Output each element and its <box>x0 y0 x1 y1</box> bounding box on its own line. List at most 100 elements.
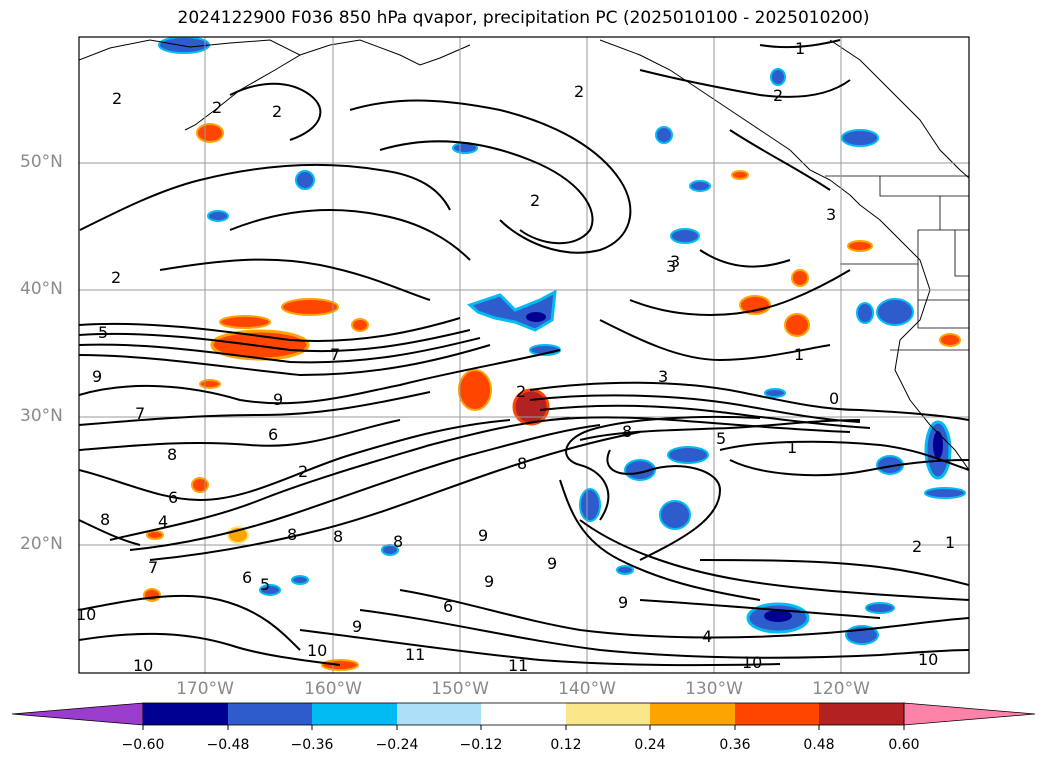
contour-label: 8 <box>517 454 527 473</box>
contour-label: 4 <box>158 512 168 531</box>
contour-label: 9 <box>618 593 628 612</box>
colorbar-tick-label: −0.24 <box>375 737 419 753</box>
colorbar-segment <box>819 703 904 725</box>
contour-label: 2 <box>111 268 121 287</box>
precip-blob <box>841 129 879 147</box>
plot-title: 2024122900 F036 850 hPa qvapor, precipit… <box>177 8 870 28</box>
lon-label-170w: 170°W <box>176 679 234 699</box>
contour-label: 2 <box>574 82 584 101</box>
colorbar-tick-label: 0.48 <box>803 737 835 753</box>
contour-label: 3 <box>658 367 668 386</box>
contour-label: 10 <box>76 605 96 624</box>
colorbar-tick-label: −0.12 <box>459 737 503 753</box>
precip-blob <box>670 228 700 244</box>
contour-label: 8 <box>333 527 343 546</box>
precip-blob <box>146 530 164 540</box>
colorbar-segment <box>566 703 650 725</box>
contour-label: 8 <box>287 525 297 544</box>
contour-label: 6 <box>443 597 453 616</box>
precip-blob <box>770 68 786 86</box>
contour-label: 2 <box>530 191 540 210</box>
precip-blob <box>933 431 943 459</box>
contour-label: 6 <box>168 488 178 507</box>
contour-label: 8 <box>100 510 110 529</box>
colorbar-extend-min <box>11 702 144 726</box>
precip-blob <box>458 369 492 411</box>
contour-label: 2 <box>272 102 282 121</box>
precip-blob <box>158 37 210 54</box>
contour-label: 6 <box>268 425 278 444</box>
contour-label: 2 <box>516 382 526 401</box>
lon-label-160w: 160°W <box>304 679 362 699</box>
contour-label: 8 <box>393 532 403 551</box>
contour-label: 8 <box>622 422 632 441</box>
lon-label-140w: 140°W <box>558 679 616 699</box>
contour-label: 10 <box>307 641 327 660</box>
colorbar-tick-label: −0.60 <box>121 737 165 753</box>
colorbar-tick-label: 0.36 <box>719 737 751 753</box>
precip-blob <box>526 312 546 322</box>
contour-label-group: 2 2 2 1 2 2 2 3 5 7 9 9 7 6 8 6 4 2 2 3 … <box>76 39 955 675</box>
contour-label: 0 <box>829 389 839 408</box>
colorbar-tick-label: −0.48 <box>206 737 250 753</box>
precip-blob <box>199 379 221 389</box>
lon-label-150w: 150°W <box>431 679 489 699</box>
contour-label: 7 <box>148 558 158 577</box>
precip-blob <box>351 318 369 332</box>
precip-blob <box>856 302 874 324</box>
precip-blob <box>865 602 895 614</box>
contour-label: 3 <box>666 257 676 276</box>
contour-label: 9 <box>547 554 557 573</box>
colorbar-segment <box>143 703 228 725</box>
contour-label: 1 <box>787 438 797 457</box>
colorbar-tick-label: 0.12 <box>550 737 582 753</box>
lat-label-40n: 40°N <box>20 279 63 299</box>
state-borders <box>825 175 969 351</box>
plot-frame <box>78 36 970 674</box>
coastlines <box>79 39 969 471</box>
precip-blob <box>219 315 271 329</box>
contour-label: 9 <box>484 572 494 591</box>
colorbar-segment <box>650 703 735 725</box>
precip-blob <box>259 584 281 596</box>
precip-shading <box>143 37 966 671</box>
lon-label-130w: 130°W <box>685 679 743 699</box>
contour-label: 2 <box>212 98 222 117</box>
precip-blob <box>291 575 309 585</box>
qvapor-contours <box>79 39 969 667</box>
colorbar-segment <box>397 703 481 725</box>
contour-label: 4 <box>702 627 712 646</box>
contour-label: 9 <box>273 390 283 409</box>
contour-label: 2 <box>112 89 122 108</box>
colorbar-segment <box>312 703 397 725</box>
precip-blob <box>876 298 914 326</box>
colorbar-tick-label: 0.60 <box>888 737 920 753</box>
precip-blob <box>616 565 634 575</box>
contour-label: 11 <box>508 656 528 675</box>
contour-label: 8 <box>167 445 177 464</box>
contour-label: 9 <box>92 367 102 386</box>
contour-label: 1 <box>794 345 804 364</box>
colorbar-frame <box>142 702 905 726</box>
contour-label: 10 <box>742 653 762 672</box>
lat-label-20n: 20°N <box>20 534 63 554</box>
precip-blob <box>624 459 656 481</box>
precip-blob <box>655 126 673 144</box>
contour-label: 2 <box>298 462 308 481</box>
colorbar-segment <box>228 703 312 725</box>
contour-label: 2 <box>912 537 922 556</box>
colorbar-segment <box>735 703 819 725</box>
contour-label: 5 <box>260 575 270 594</box>
precip-blob <box>295 170 315 190</box>
precip-blob <box>281 298 339 316</box>
contour-label: 7 <box>135 404 145 423</box>
contour-label: 11 <box>405 645 425 664</box>
contour-label: 10 <box>133 656 153 675</box>
lat-label-50n: 50°N <box>20 152 63 172</box>
colorbar <box>11 702 1036 730</box>
precip-blob <box>207 210 229 222</box>
precip-blob <box>939 333 961 347</box>
contour-label: 7 <box>330 345 340 364</box>
precip-blob <box>731 170 749 180</box>
